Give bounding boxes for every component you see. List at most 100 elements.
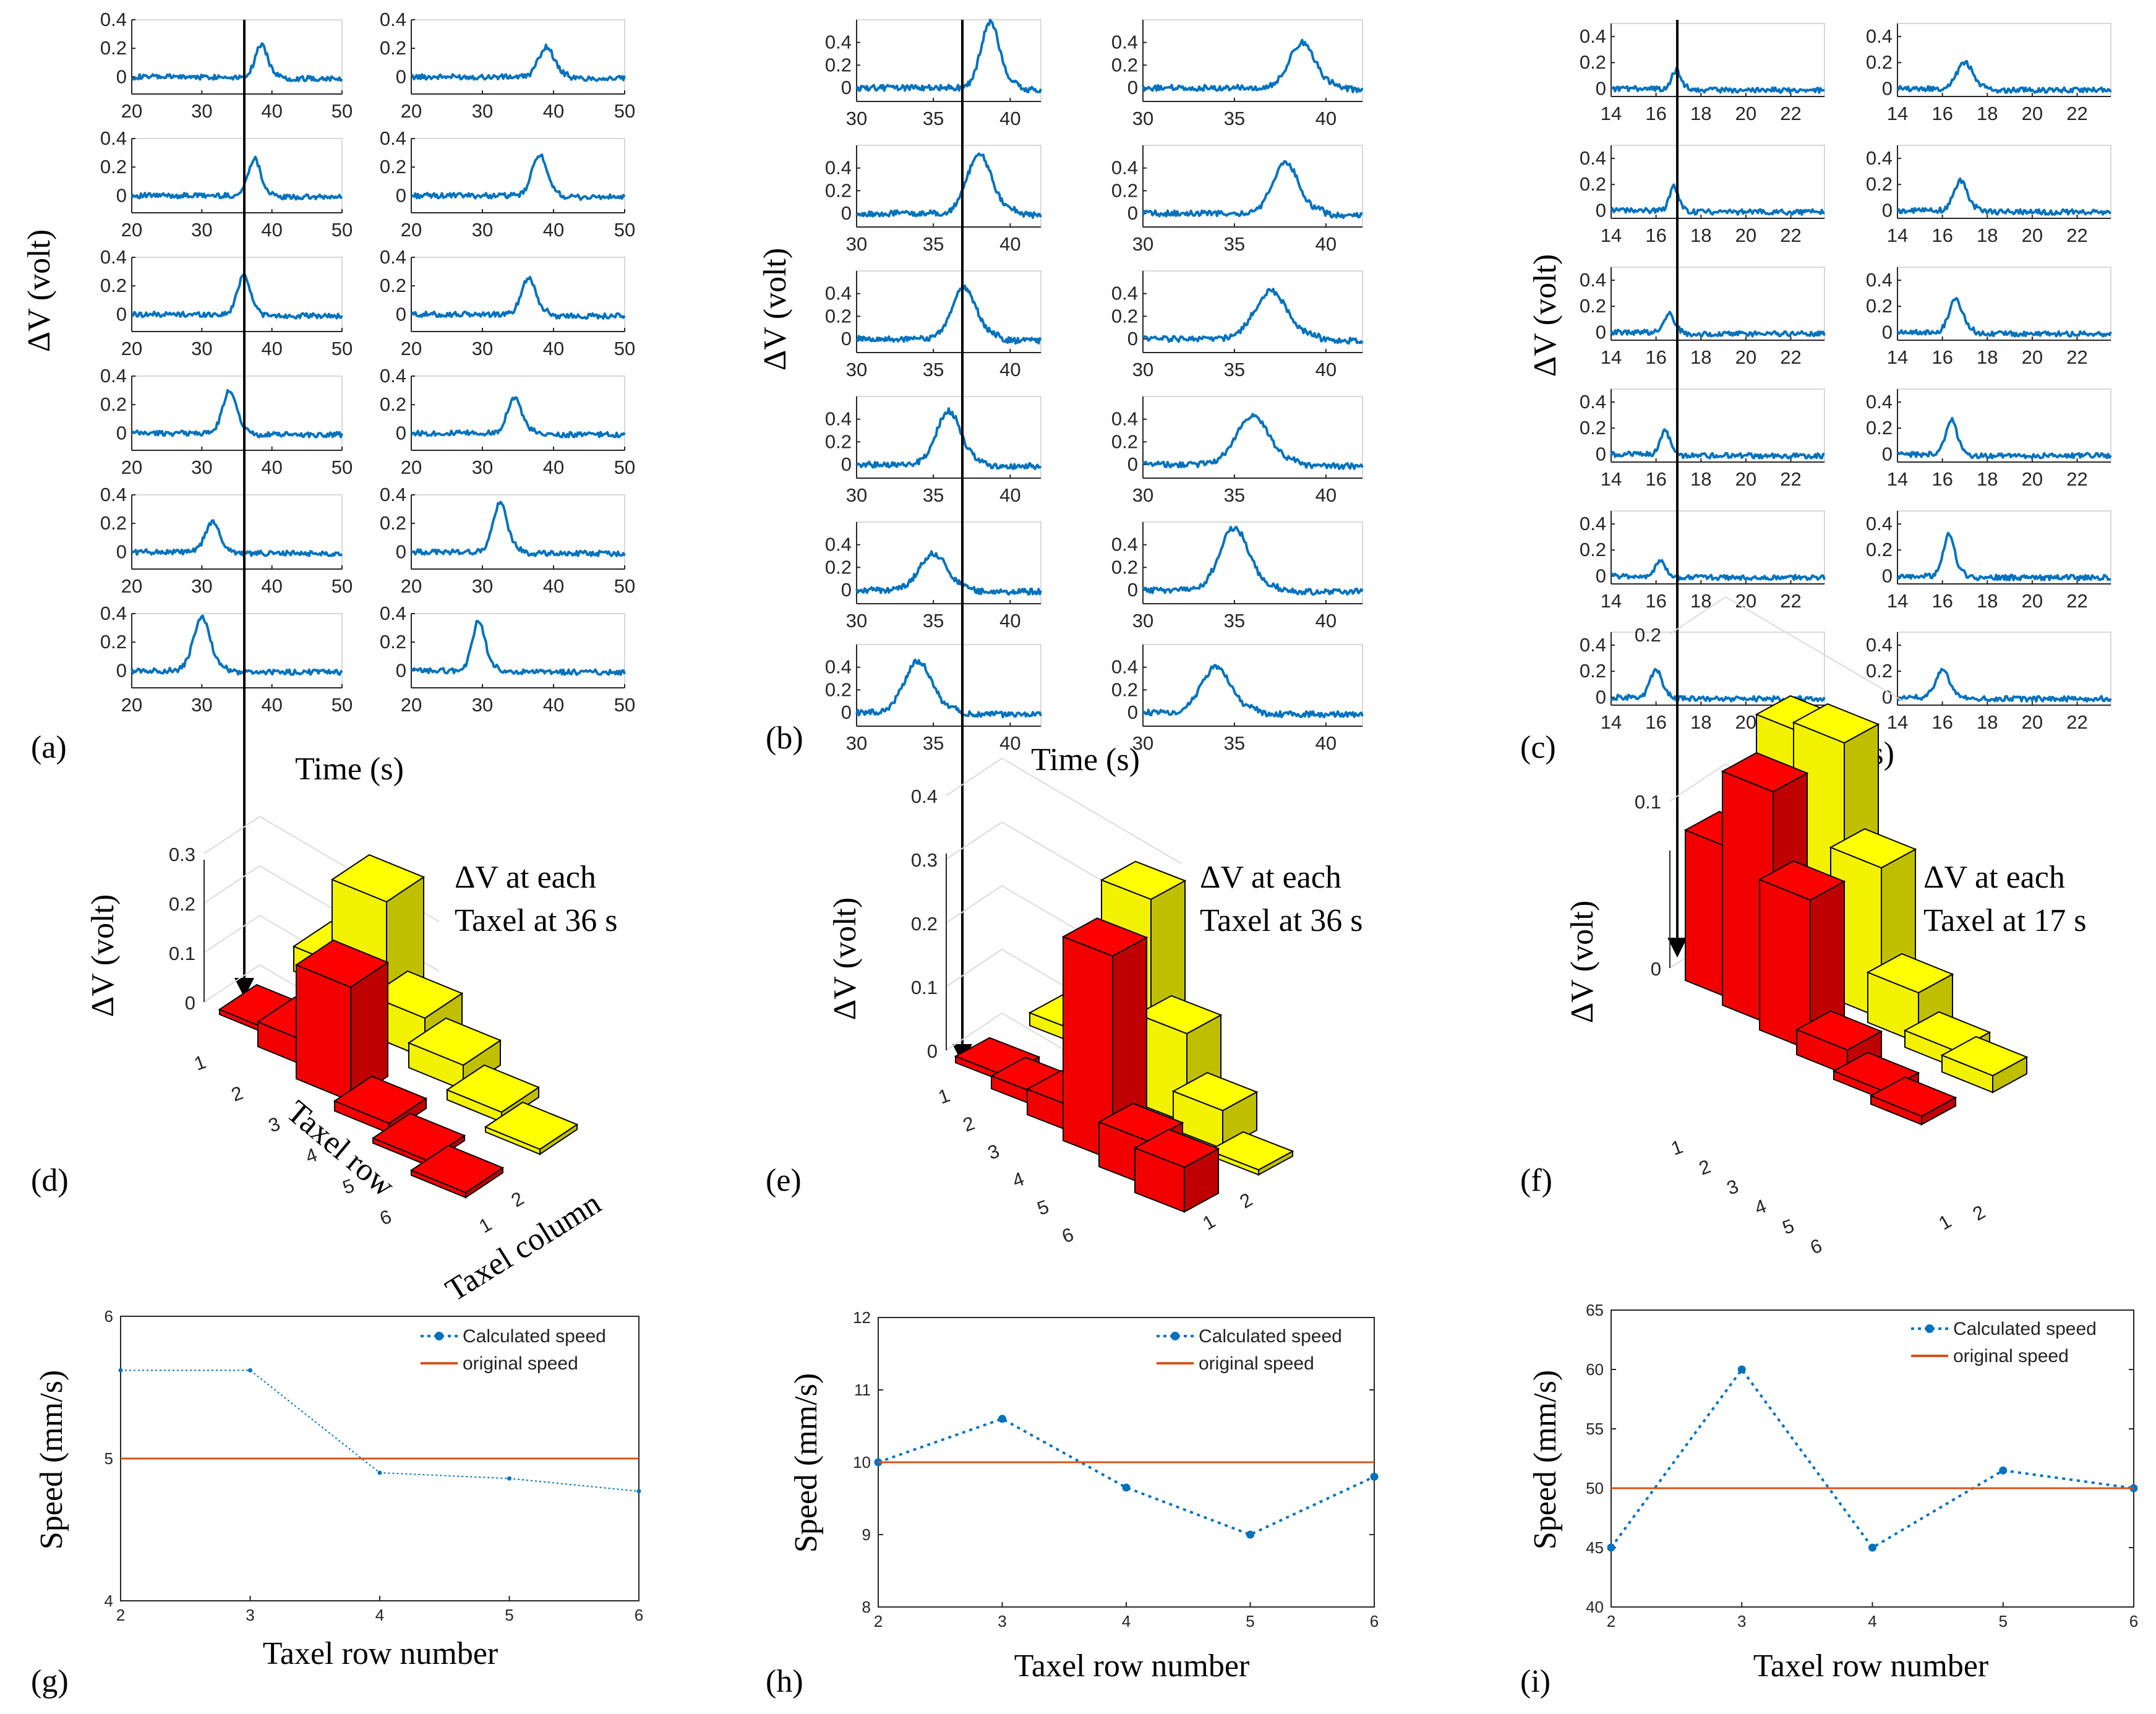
x-tick-label: 16 [1645,225,1666,246]
subplot-b-r3-c2: 0.40.20 30 35 40 [1111,270,1364,380]
voltage-trace [1142,413,1364,471]
y-tick-label: 0.4 [825,283,852,304]
column-tick-label: 1 [476,1213,495,1237]
x-tick-label: 30 [472,338,493,359]
y-tick-label: 8 [862,1598,871,1616]
y-tick-label: 0 [1882,199,1893,221]
row-tick-label: 2 [228,1082,246,1106]
x-tick-label: 18 [1690,346,1711,368]
subplot-frame [411,257,625,332]
voltage-trace [1610,311,1826,338]
x-tick-label: 14 [1601,590,1622,612]
x-tick-label: 50 [332,456,353,478]
z-axis-label: ΔV (volt) [1565,901,1600,1024]
x-tick-label: 2 [116,1606,125,1624]
x-tick-label: 35 [923,233,944,255]
x-tick-label: 30 [1132,610,1153,632]
annotation-line-1: ΔV at each [1923,860,2065,895]
subplot-a-r5-c2: 0.4 0.2 0 20 30 40 50 [380,484,635,597]
voltage-trace [131,388,343,439]
bar-3d [1061,917,1149,1161]
x-tick-label: 16 [1931,103,1953,124]
y-tick-label: 0.4 [825,656,852,678]
x-tick-label: 18 [1690,468,1711,490]
x-tick-label: 30 [191,456,212,478]
y-tick-label: 0.4 [1866,513,1893,534]
panel-label: (c) [1520,730,1556,765]
x-tick-label: 30 [472,694,493,716]
y-tick-label: 0.2 [1111,556,1138,578]
x-tick-label: 40 [261,456,282,478]
column-tick-label: 1 [1199,1210,1219,1234]
grid-line [1669,596,1726,635]
subplot-b-r3-c1: 0.40.20 30 35 40 [825,270,1042,380]
x-tick-label: 18 [1977,711,1998,733]
x-tick-label: 30 [191,100,212,122]
z-tick-label: 0.2 [169,893,195,915]
x-tick-label: 35 [923,610,944,632]
subplot-b-r2-c1: 0.40.20 30 35 40 [825,145,1042,255]
subplot-c-r5-c2: 0.4 0.2 0 14 16 18 20 22 [1866,510,2111,612]
x-tick-label: 30 [846,108,867,129]
bar-top-face [1721,752,1809,793]
voltage-trace [1896,531,2111,581]
subplot-frame [1897,388,2111,463]
x-tick-label: 40 [1315,359,1337,380]
bar-top-face [1795,1010,1883,1051]
subplot-c-r1-c1: 0.4 0.2 0 14 16 18 20 22 [1580,23,1825,124]
subplot-a-r5-c1: 0.4 0.2 0 20 30 40 50 [100,484,353,597]
subplot-b-r1-c1: 0.40.20 30 35 40 [825,19,1042,129]
x-tick-label: 22 [2066,590,2087,612]
panel-label: (g) [31,1664,69,1699]
subplot-frame [1611,510,1825,585]
y-tick-label: 0 [1127,579,1138,601]
x-tick-label: 14 [1601,346,1622,368]
y-tick-label: 10 [853,1453,871,1472]
x-tick-label: 6 [2129,1612,2138,1630]
calculated-speed-point [1999,1466,2008,1475]
subplot-frame [411,138,625,213]
legend-label-original: original speed [463,1353,578,1374]
row-tick-label: 4 [1752,1195,1769,1219]
y-tick-label: 0 [841,328,852,349]
voltage-trace [1897,667,2112,703]
y-tick-label: 0.2 [1580,295,1606,317]
x-tick-label: 20 [1735,468,1756,490]
x-tick-label: 18 [1977,103,1998,124]
row-tick-label: 4 [1009,1168,1027,1192]
calculated-speed-point [1868,1543,1876,1552]
x-tick-label: 20 [401,456,422,478]
x-tick-label: 30 [846,732,867,754]
row-tick-label: 6 [1059,1223,1076,1248]
x-tick-label: 40 [999,732,1020,754]
x-tick-label: 50 [614,456,635,478]
x-tick-label: 30 [1132,732,1153,754]
y-tick-label: 0.4 [100,602,127,624]
x-tick-label: 20 [121,219,142,241]
y-tick-label: 0.4 [1111,283,1138,304]
y-axis-label: Speed (mm/s) [1528,1370,1563,1549]
y-tick-label: 0.2 [825,556,852,578]
bar-top-face [1940,1035,2029,1077]
x-tick-label: 40 [543,456,564,478]
bar-3d [1758,860,1846,1052]
x-tick-label: 30 [1132,359,1153,380]
y-tick-label: 0.2 [380,512,406,534]
x-tick-label: 22 [2066,225,2087,246]
x-tick-label: 40 [1315,484,1337,506]
x-tick-label: 3 [246,1606,254,1624]
y-tick-label: 0.2 [380,275,406,296]
subplot-frame [131,19,343,95]
x-tick-label: 20 [121,575,142,597]
subplot-frame [131,375,343,451]
y-tick-label: 0.4 [1580,269,1606,291]
z-tick-label: 0.1 [169,943,195,964]
x-tick-label: 22 [2066,468,2087,490]
y-tick-label: 65 [1586,1301,1604,1319]
x-tick-label: 30 [846,484,867,506]
y-tick-label: 0.4 [825,408,852,430]
y-tick-label: 0.2 [380,37,406,59]
grid-line [203,964,260,1003]
y-tick-label: 0.4 [1866,391,1893,413]
